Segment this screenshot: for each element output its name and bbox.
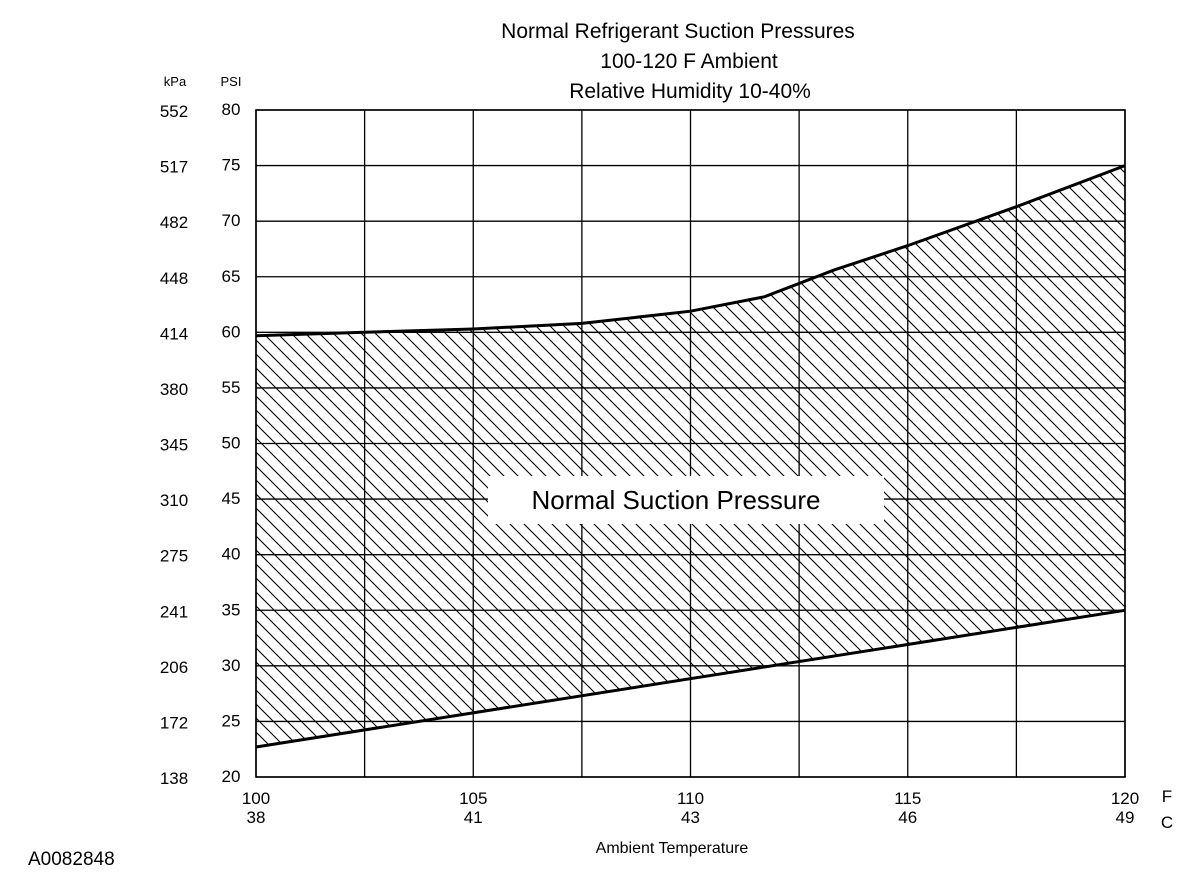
y-tick-kpa-138: 138 (160, 769, 188, 788)
y-tick-kpa-206: 206 (160, 658, 188, 677)
x-unit-c: C (1161, 813, 1173, 832)
x-tick-c-43: 43 (681, 808, 700, 827)
x-tick-f-105: 105 (459, 789, 487, 808)
y-tick-kpa-310: 310 (160, 491, 188, 510)
y-tick-kpa-172: 172 (160, 713, 188, 732)
region-label-bg (488, 476, 884, 524)
y-tick-kpa-414: 414 (160, 324, 188, 343)
region-label: Normal Suction Pressure (532, 485, 821, 515)
y-tick-kpa-448: 448 (160, 269, 188, 288)
y-tick-psi-40: 40 (222, 545, 241, 564)
y-tick-psi-45: 45 (222, 489, 241, 508)
y-tick-psi-55: 55 (222, 378, 241, 397)
x-tick-f-115: 115 (894, 789, 921, 808)
x-unit-f: F (1162, 787, 1172, 806)
chart-title-line-3: Relative Humidity 10-40% (569, 80, 811, 103)
x-tick-f-110: 110 (677, 789, 704, 808)
x-tick-c-46: 46 (898, 808, 917, 827)
y-tick-psi-80: 80 (222, 100, 241, 119)
x-tick-c-38: 38 (247, 808, 266, 827)
y-tick-psi-65: 65 (222, 267, 241, 286)
y-tick-psi-25: 25 (222, 711, 241, 730)
y-tick-psi-50: 50 (222, 434, 241, 453)
y-tick-kpa-241: 241 (160, 602, 188, 621)
y-tick-psi-30: 30 (222, 656, 241, 675)
x-tick-c-49: 49 (1116, 808, 1135, 827)
y-tick-psi-70: 70 (222, 211, 241, 230)
y-tick-kpa-552: 552 (160, 102, 188, 121)
y-tick-psi-75: 75 (222, 156, 241, 175)
x-tick-f-120: 120 (1111, 789, 1139, 808)
y-tick-psi-60: 60 (222, 322, 241, 341)
y-tick-kpa-345: 345 (160, 436, 188, 455)
y-tick-kpa-380: 380 (160, 380, 188, 399)
y-tick-psi-20: 20 (222, 767, 241, 786)
figure-id: A0082848 (28, 849, 115, 870)
x-tick-f-100: 100 (242, 789, 270, 808)
x-axis-label: Ambient Temperature (596, 840, 749, 857)
y-tick-kpa-482: 482 (160, 213, 188, 232)
chart-title-line-2: 100-120 F Ambient (600, 50, 778, 73)
y-unit-kpa: kPa (164, 74, 187, 89)
plot-frame (255, 109, 1126, 778)
y-tick-kpa-275: 275 (160, 547, 188, 566)
y-unit-psi: PSI (221, 74, 242, 89)
y-tick-psi-35: 35 (222, 600, 241, 619)
y-tick-kpa-517: 517 (160, 158, 188, 177)
chart-title-line-1: Normal Refrigerant Suction Pressures (501, 20, 855, 43)
upper-bound-line (255, 164, 1126, 338)
x-tick-c-41: 41 (464, 808, 483, 827)
lower-bound-line (255, 608, 1126, 749)
y-axis-ticks: 552 80 517 75 482 70 448 65 414 60 380 55 345 50 310 45… (160, 100, 241, 788)
